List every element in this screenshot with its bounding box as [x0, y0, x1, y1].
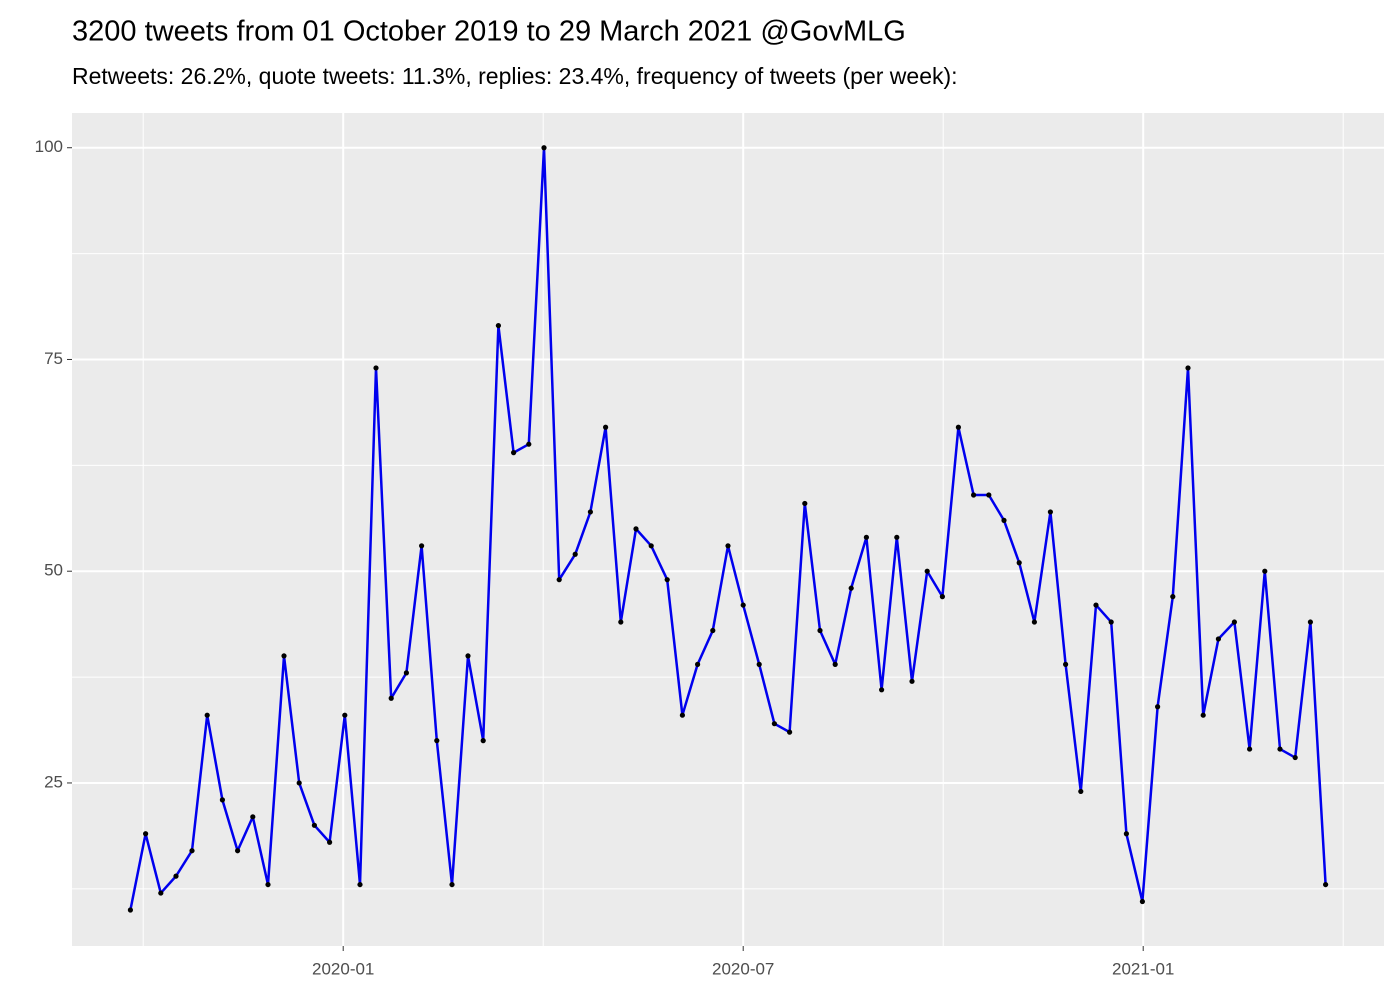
data-point: [1262, 568, 1268, 574]
data-point: [296, 780, 302, 786]
data-point: [143, 831, 149, 837]
data-point: [695, 661, 701, 667]
data-point: [1185, 365, 1191, 371]
data-point: [1078, 788, 1084, 795]
data-point: [587, 509, 594, 515]
data-point: [219, 797, 225, 803]
data-point: [1200, 712, 1206, 718]
data-point: [480, 738, 486, 744]
data-point: [1108, 619, 1114, 625]
data-point: [158, 890, 164, 896]
data-point: [756, 661, 762, 667]
data-point: [1139, 898, 1145, 905]
data-point: [526, 441, 532, 447]
data-point: [986, 492, 992, 498]
data-point: [848, 585, 854, 591]
data-point: [357, 881, 363, 888]
data-point: [1323, 881, 1329, 888]
chart-title: 3200 tweets from 01 October 2019 to 29 M…: [72, 16, 906, 48]
data-point: [1170, 594, 1176, 600]
x-tick-label: 2021-01: [1112, 959, 1174, 978]
data-point: [817, 627, 823, 634]
data-point: [495, 322, 501, 329]
data-point: [710, 627, 716, 634]
data-point: [1292, 754, 1298, 761]
data-point: [189, 848, 195, 854]
data-point: [1231, 619, 1237, 625]
data-point: [388, 695, 394, 701]
data-point: [373, 365, 379, 371]
data-point: [127, 907, 133, 913]
data-point: [1063, 661, 1069, 667]
data-point: [633, 526, 639, 532]
x-tick-label: 2020-01: [312, 959, 374, 978]
y-tick-label: 75: [44, 349, 63, 368]
data-point: [787, 729, 793, 735]
data-point: [863, 534, 870, 540]
data-point: [327, 839, 333, 845]
data-point: [1031, 619, 1037, 625]
data-point: [419, 543, 425, 549]
data-point: [648, 543, 654, 549]
data-point: [740, 602, 746, 608]
data-point: [664, 577, 670, 583]
data-point: [1307, 619, 1313, 625]
data-point: [909, 678, 915, 684]
data-point: [173, 873, 179, 879]
data-point: [832, 661, 838, 667]
data-point: [1215, 636, 1221, 642]
data-point: [281, 653, 287, 659]
data-point: [879, 687, 885, 693]
x-tick-label: 2020-07: [712, 959, 774, 978]
data-point: [1155, 704, 1161, 710]
data-point: [510, 450, 517, 456]
data-point: [556, 577, 562, 583]
y-tick-label: 50: [44, 561, 63, 580]
data-point: [465, 653, 471, 659]
data-point: [1001, 517, 1007, 523]
data-point: [939, 594, 946, 600]
y-tick-label: 100: [35, 137, 63, 156]
plot-panel: [72, 113, 1384, 946]
data-point: [572, 551, 578, 557]
chart-subtitle: Retweets: 26.2%, quote tweets: 11.3%, re…: [72, 63, 958, 89]
data-point: [771, 721, 778, 727]
data-point: [250, 814, 256, 820]
data-point: [541, 145, 547, 151]
data-point: [802, 500, 808, 507]
data-point: [924, 568, 930, 574]
data-point: [1047, 509, 1053, 515]
data-point: [894, 534, 900, 540]
data-point: [1247, 746, 1253, 752]
data-point: [1123, 831, 1129, 837]
data-point: [679, 712, 686, 718]
data-point: [265, 881, 271, 888]
data-point: [1093, 602, 1099, 608]
data-point: [403, 670, 409, 676]
data-point: [955, 424, 962, 430]
data-point: [618, 619, 624, 625]
y-tick-label: 25: [44, 772, 63, 791]
data-point: [971, 492, 977, 498]
data-point: [235, 848, 241, 854]
data-point: [311, 822, 317, 828]
data-point: [434, 738, 440, 744]
data-point: [204, 712, 210, 718]
data-point: [1277, 746, 1283, 752]
data-point: [725, 543, 731, 549]
data-point: [342, 712, 348, 718]
data-point: [1016, 560, 1022, 566]
data-point: [603, 424, 609, 430]
data-point: [449, 881, 455, 888]
